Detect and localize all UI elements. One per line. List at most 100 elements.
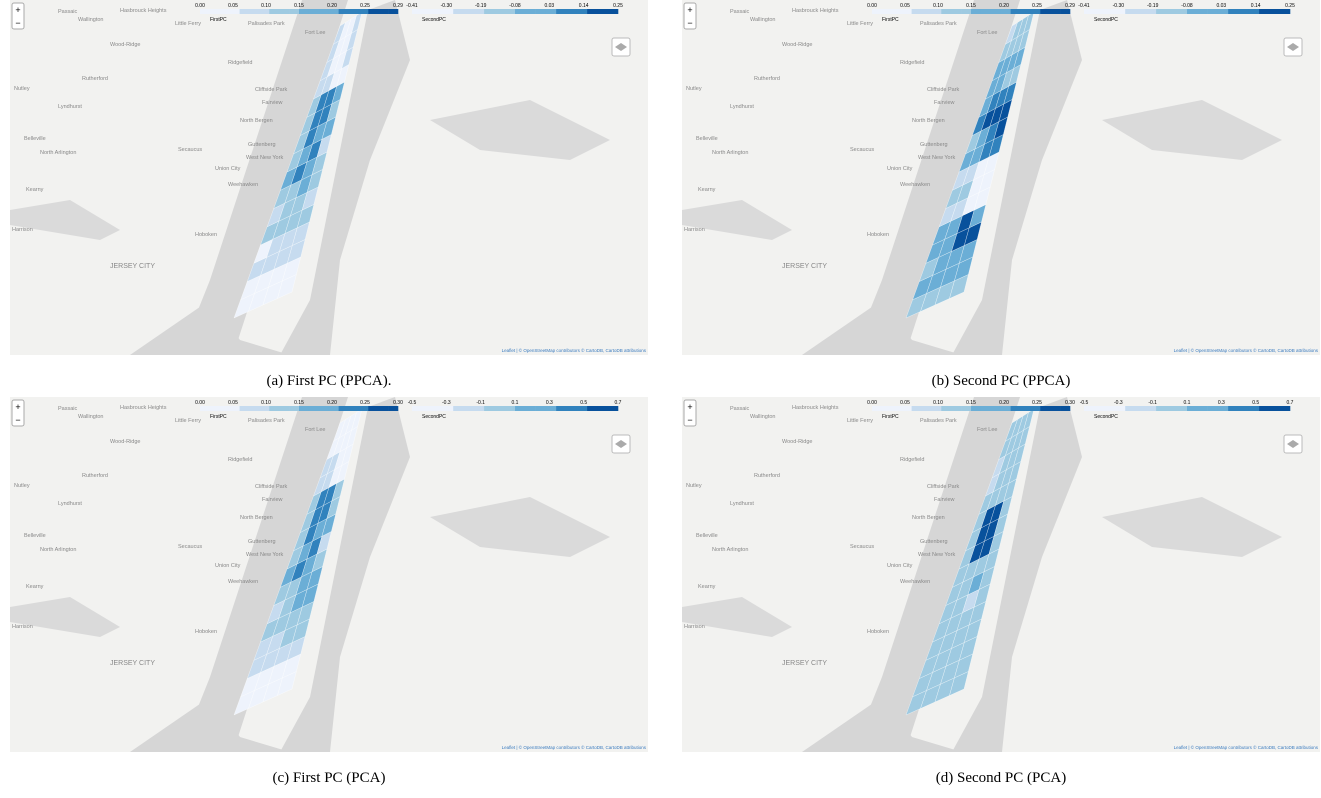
legend-swatch <box>1084 406 1095 411</box>
zoom-in-button[interactable]: + <box>15 402 20 412</box>
legend-swatch <box>210 9 220 14</box>
place-label: Kearny <box>698 187 716 193</box>
legend-swatch <box>240 9 250 14</box>
legend-title: SecondPC <box>1094 414 1118 420</box>
legend-swatch <box>422 406 433 411</box>
legend-tick-label: 0.3 <box>546 400 553 406</box>
legend-tick-label: 0.03 <box>544 3 554 9</box>
place-label: Cliffside Park <box>927 87 960 93</box>
place-label: Little Ferry <box>175 418 201 424</box>
place-label: Guttenberg <box>248 142 276 148</box>
legend-swatch <box>556 9 567 14</box>
place-label: Wood-Ridge <box>110 439 140 445</box>
legend-swatch <box>1136 9 1147 14</box>
legend-swatch <box>388 406 398 411</box>
legend-swatch <box>1187 9 1198 14</box>
attribution: Leaflet | © OpenStreetMap contributors ©… <box>1174 347 1319 353</box>
legend-tick-label: 0.00 <box>195 3 205 9</box>
legend-swatch <box>587 406 598 411</box>
legend-swatch <box>259 9 269 14</box>
legend-swatch <box>1187 406 1198 411</box>
legend-tick-label: -0.08 <box>1181 3 1193 9</box>
place-label: Little Ferry <box>847 21 873 27</box>
legend-swatch <box>378 406 388 411</box>
legend-tick-label: -0.08 <box>509 3 521 9</box>
caption: (d) Second PC (PCA) <box>936 770 1066 786</box>
legend-tick-label: -0.30 <box>441 3 453 9</box>
legend-swatch <box>358 406 368 411</box>
legend-title: FirstPC <box>882 414 899 420</box>
legend-swatch <box>1030 406 1040 411</box>
place-label: Rutherford <box>754 473 780 479</box>
place-label: Lyndhurst <box>730 104 754 110</box>
legend-swatch <box>453 9 464 14</box>
legend-tick-label: -0.1 <box>1148 400 1157 406</box>
legend-swatch <box>1011 406 1021 411</box>
legend-swatch <box>525 406 536 411</box>
place-label: Fort Lee <box>305 30 325 36</box>
legend-tick-label: 0.30 <box>1065 400 1075 406</box>
legend-swatch <box>289 406 299 411</box>
place-label: North Arlington <box>712 150 748 156</box>
zoom-in-button[interactable]: + <box>687 402 692 412</box>
place-label: North Arlington <box>40 547 76 553</box>
place-label: Wood-Ridge <box>782 439 812 445</box>
legend-swatch <box>289 9 299 14</box>
legend-swatch <box>240 406 250 411</box>
attribution: Leaflet | © OpenStreetMap contributors ©… <box>502 744 647 750</box>
zoom-out-button[interactable]: − <box>687 415 692 425</box>
place-label: Guttenberg <box>248 539 276 545</box>
legend-swatch <box>1280 406 1291 411</box>
zoom-in-button[interactable]: + <box>15 5 20 15</box>
place-label: Nutley <box>686 86 702 92</box>
legend-swatch <box>269 406 279 411</box>
legend-tick-label: 0.14 <box>1251 3 1261 9</box>
legend-swatch <box>1146 9 1157 14</box>
zoom-in-button[interactable]: + <box>687 5 692 15</box>
legend-swatch <box>1094 9 1105 14</box>
legend-swatch <box>1030 9 1040 14</box>
legend-swatch <box>505 406 516 411</box>
place-label: Palisades Park <box>920 418 957 424</box>
legend-swatch <box>250 9 260 14</box>
legend-tick-label: 0.5 <box>580 400 587 406</box>
place-label: Nutley <box>14 483 30 489</box>
legend-swatch <box>329 9 339 14</box>
attribution: Leaflet | © OpenStreetMap contributors ©… <box>1174 744 1319 750</box>
place-label: Little Ferry <box>847 418 873 424</box>
legend-swatch <box>484 406 495 411</box>
legend-tick-label: 0.3 <box>1218 400 1225 406</box>
legend-swatch <box>597 9 608 14</box>
legend-swatch <box>515 9 526 14</box>
legend-swatch <box>368 9 378 14</box>
legend-swatch <box>882 9 892 14</box>
legend-swatch <box>951 9 961 14</box>
legend-swatch <box>971 406 981 411</box>
legend-tick-label: 0.15 <box>294 3 304 9</box>
zoom-out-button[interactable]: − <box>15 18 20 28</box>
legend-tick-label: 0.25 <box>1032 400 1042 406</box>
place-label: West New York <box>918 552 955 558</box>
place-label: Weehawken <box>228 182 258 188</box>
place-label: West New York <box>918 155 955 161</box>
legend-tick-label: 0.20 <box>327 400 337 406</box>
place-label: Cliffside Park <box>255 87 288 93</box>
zoom-out-button[interactable]: − <box>687 18 692 28</box>
place-label: Belleville <box>696 533 718 539</box>
place-label: Kearny <box>26 584 44 590</box>
legend-swatch <box>991 406 1001 411</box>
legend-swatch <box>1001 406 1011 411</box>
legend-swatch <box>1146 406 1157 411</box>
legend-tick-label: 0.25 <box>1032 3 1042 9</box>
zoom-out-button[interactable]: − <box>15 415 20 425</box>
legend-swatch <box>349 9 359 14</box>
place-label: North Arlington <box>40 150 76 156</box>
legend-tick-label: 0.25 <box>360 3 370 9</box>
legend-tick-label: 0.5 <box>1252 400 1259 406</box>
legend-swatch <box>567 406 578 411</box>
place-label: Harrison <box>12 624 33 630</box>
map-panel: PassaicHasbrouck HeightsWallingtonLittle… <box>10 397 648 752</box>
legend-tick-label: 0.20 <box>327 3 337 9</box>
legend-title: FirstPC <box>882 17 899 23</box>
place-label: Harrison <box>12 227 33 233</box>
